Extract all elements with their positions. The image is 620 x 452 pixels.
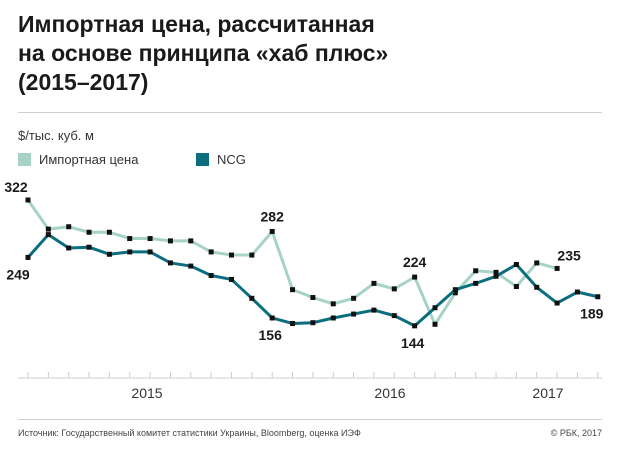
data-point-ncg xyxy=(45,232,51,238)
title-line-1: Импортная цена, рассчитанная xyxy=(18,11,375,37)
data-point-import-price xyxy=(371,280,377,286)
data-point-ncg xyxy=(493,273,499,279)
data-point-import-price xyxy=(106,229,112,235)
data-point-import-price xyxy=(25,197,31,203)
data-point-import-price xyxy=(188,238,194,244)
data-point-ncg xyxy=(412,323,418,329)
data-point-import-price xyxy=(290,287,296,293)
data-point-ncg xyxy=(351,311,357,317)
data-point-import-price xyxy=(493,269,499,275)
data-point-import-price xyxy=(432,321,438,327)
y-unit-label: $/тыс. куб. м xyxy=(18,128,94,143)
data-point-import-price xyxy=(513,284,519,290)
legend-swatch-import-price xyxy=(18,153,31,166)
data-point-import-price xyxy=(452,290,458,296)
data-point-import-price xyxy=(86,229,92,235)
data-point-ncg xyxy=(167,260,173,266)
data-label: 189 xyxy=(580,306,604,322)
data-point-import-price xyxy=(473,268,479,274)
data-label: 282 xyxy=(261,208,285,224)
data-label: 235 xyxy=(557,247,581,263)
data-point-import-price xyxy=(554,265,560,271)
data-point-import-price xyxy=(208,249,214,255)
data-point-ncg xyxy=(229,276,234,282)
data-point-import-price xyxy=(229,252,234,258)
data-label: 249 xyxy=(6,266,30,282)
copyright: © РБК, 2017 xyxy=(550,428,602,438)
data-point-import-price xyxy=(391,286,397,292)
data-point-ncg xyxy=(106,251,112,257)
chart-title: Импортная цена, рассчитанная на основе п… xyxy=(18,10,608,97)
series-line-ncg xyxy=(26,233,600,328)
data-point-ncg xyxy=(208,273,214,279)
series-line-import-price xyxy=(26,198,559,326)
data-point-ncg xyxy=(310,320,316,326)
data-point-ncg xyxy=(452,287,458,293)
data-point-import-price xyxy=(147,236,153,242)
data-point-import-price xyxy=(249,252,255,258)
data-point-import-price xyxy=(412,274,418,280)
data-point-ncg xyxy=(25,254,31,260)
data-point-import-price xyxy=(330,301,336,307)
data-point-ncg xyxy=(574,289,580,295)
data-point-import-price xyxy=(167,238,173,244)
data-point-ncg xyxy=(86,244,92,250)
data-point-ncg xyxy=(66,245,72,251)
data-point-import-price xyxy=(66,224,72,230)
data-label: 156 xyxy=(259,327,283,343)
title-line-2: на основе принципа «хаб плюс» xyxy=(18,40,389,66)
data-point-ncg xyxy=(554,300,560,306)
data-point-ncg xyxy=(330,315,336,321)
data-point-import-price xyxy=(351,295,357,301)
top-divider xyxy=(18,112,602,113)
data-point-ncg xyxy=(473,280,479,286)
legend-swatch-ncg xyxy=(196,153,209,166)
data-point-ncg xyxy=(432,305,438,311)
x-tick-label: 2016 xyxy=(374,385,405,401)
title-line-3: (2015–2017) xyxy=(18,69,149,95)
data-point-ncg xyxy=(127,249,133,255)
data-point-ncg xyxy=(249,295,255,301)
data-point-import-price xyxy=(45,226,51,232)
data-point-ncg xyxy=(188,263,194,269)
source-note: Источник: Государственный комитет статис… xyxy=(18,428,361,438)
data-point-import-price xyxy=(310,295,316,301)
legend-label-ncg: NCG xyxy=(217,152,246,167)
legend-item-import-price: Импортная цена xyxy=(18,152,138,167)
data-point-import-price xyxy=(127,236,133,242)
data-point-ncg xyxy=(371,307,377,313)
data-point-import-price xyxy=(269,228,275,234)
data-point-ncg xyxy=(290,320,296,326)
data-point-ncg xyxy=(147,249,153,255)
data-point-ncg xyxy=(534,284,540,290)
data-point-ncg xyxy=(391,313,397,319)
legend-label-import-price: Импортная цена xyxy=(39,152,139,167)
data-point-ncg xyxy=(513,261,519,267)
data-label: 224 xyxy=(403,254,427,270)
data-label: 144 xyxy=(401,335,425,351)
data-label: 322 xyxy=(4,179,28,195)
bottom-divider xyxy=(18,419,602,420)
legend-item-ncg: NCG xyxy=(196,152,246,167)
data-point-ncg xyxy=(269,315,275,321)
data-point-import-price xyxy=(534,260,540,266)
data-point-ncg xyxy=(595,294,601,300)
x-tick-label: 2015 xyxy=(131,385,162,401)
x-tick-label: 2017 xyxy=(532,385,563,401)
